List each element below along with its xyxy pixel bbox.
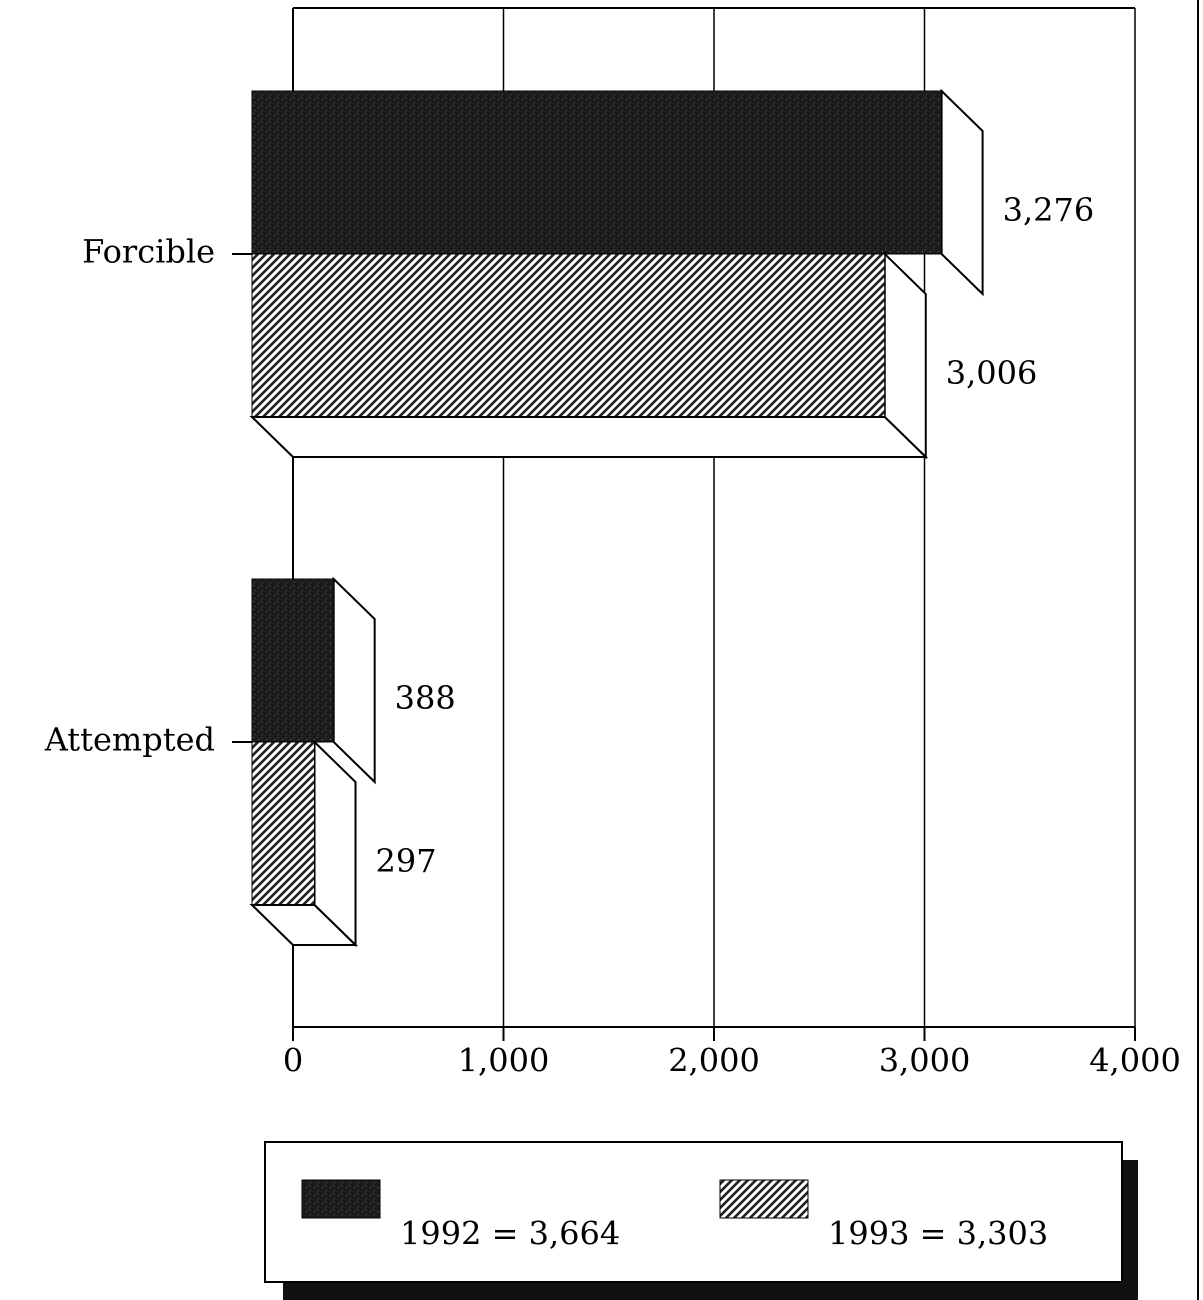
legend	[264, 1141, 1123, 1283]
legend-label: 1992 = 3,664	[400, 1215, 620, 1253]
bar-side	[940, 88, 984, 297]
bar	[251, 578, 335, 743]
bar	[251, 741, 316, 906]
y-tick-label: Attempted	[44, 721, 215, 759]
bar-bottom	[249, 904, 358, 946]
bar-bottom	[249, 416, 929, 458]
legend-swatch	[301, 1179, 381, 1219]
value-label: 388	[395, 679, 456, 717]
legend-swatch	[719, 1179, 809, 1219]
x-tick-label: 4,000	[1089, 1042, 1181, 1080]
value-label: 3,006	[946, 354, 1038, 392]
x-tick-label: 1,000	[458, 1042, 550, 1080]
bar	[251, 253, 886, 418]
bar-side	[332, 576, 376, 785]
x-tick-label: 3,000	[879, 1042, 971, 1080]
x-tick-label: 0	[283, 1042, 303, 1080]
legend-label: 1993 = 3,303	[828, 1215, 1048, 1253]
x-tick-label: 2,000	[668, 1042, 760, 1080]
bar	[251, 90, 943, 255]
y-tick-label: Forcible	[82, 233, 215, 271]
value-label: 3,276	[1003, 191, 1095, 229]
value-label: 297	[376, 842, 437, 880]
